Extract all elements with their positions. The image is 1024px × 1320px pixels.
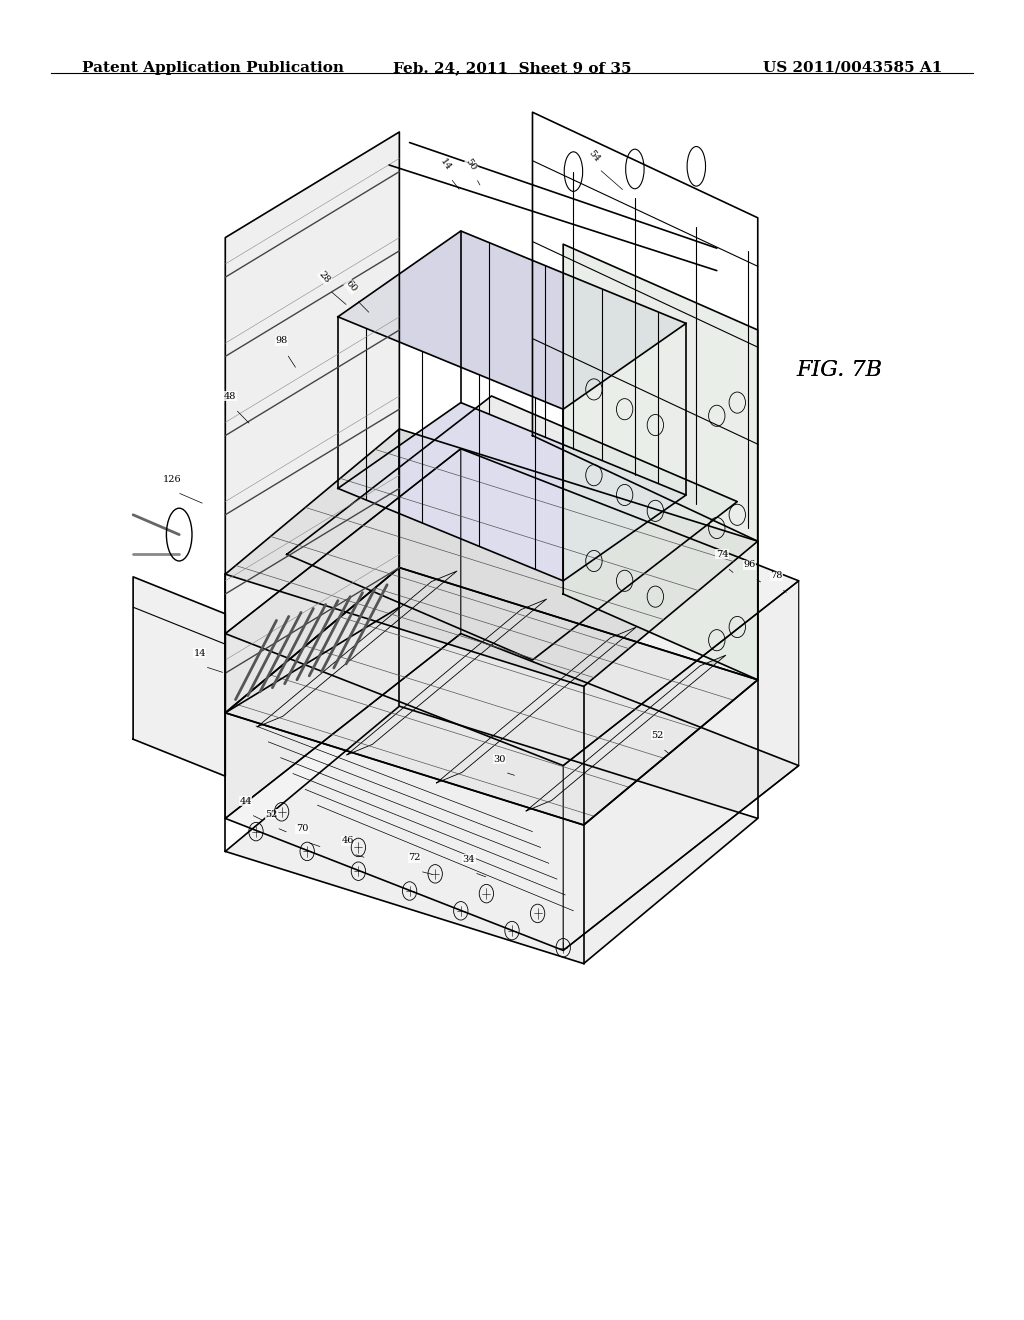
Text: 30: 30 — [494, 755, 506, 763]
Polygon shape — [225, 568, 758, 825]
Polygon shape — [338, 403, 686, 581]
Text: 44: 44 — [240, 797, 252, 805]
Text: 70: 70 — [296, 825, 308, 833]
Polygon shape — [436, 627, 636, 783]
Text: 52: 52 — [265, 810, 278, 818]
Polygon shape — [225, 429, 758, 686]
Text: 34: 34 — [463, 855, 475, 863]
Polygon shape — [338, 231, 686, 409]
Polygon shape — [225, 132, 399, 713]
Polygon shape — [225, 449, 461, 818]
Text: US 2011/0043585 A1: US 2011/0043585 A1 — [763, 61, 942, 75]
Polygon shape — [257, 572, 457, 727]
Text: 48: 48 — [224, 392, 237, 400]
Polygon shape — [225, 634, 799, 950]
Text: 72: 72 — [409, 854, 421, 862]
Polygon shape — [225, 568, 758, 825]
Polygon shape — [563, 244, 758, 680]
Text: 60: 60 — [344, 279, 358, 294]
Text: FIG. 7B: FIG. 7B — [797, 359, 883, 380]
Text: 52: 52 — [651, 731, 664, 739]
Text: 78: 78 — [770, 572, 782, 579]
Text: 126: 126 — [163, 475, 181, 483]
Polygon shape — [287, 396, 737, 660]
Text: 98: 98 — [275, 337, 288, 345]
Text: 46: 46 — [342, 837, 354, 845]
Text: 28: 28 — [317, 269, 332, 285]
Text: 14: 14 — [194, 649, 206, 657]
Text: Patent Application Publication: Patent Application Publication — [82, 61, 344, 75]
Polygon shape — [225, 706, 758, 964]
Text: 54: 54 — [587, 148, 601, 164]
Text: 74: 74 — [716, 550, 728, 558]
Text: FIG. 7B: FIG. 7B — [797, 359, 883, 380]
Polygon shape — [526, 655, 726, 810]
Text: 50: 50 — [464, 157, 478, 173]
Text: 96: 96 — [743, 561, 756, 569]
Polygon shape — [133, 577, 225, 776]
Polygon shape — [563, 581, 799, 950]
Polygon shape — [225, 449, 799, 766]
Polygon shape — [347, 599, 547, 755]
Text: Feb. 24, 2011  Sheet 9 of 35: Feb. 24, 2011 Sheet 9 of 35 — [393, 61, 631, 75]
Text: 14: 14 — [438, 157, 453, 173]
